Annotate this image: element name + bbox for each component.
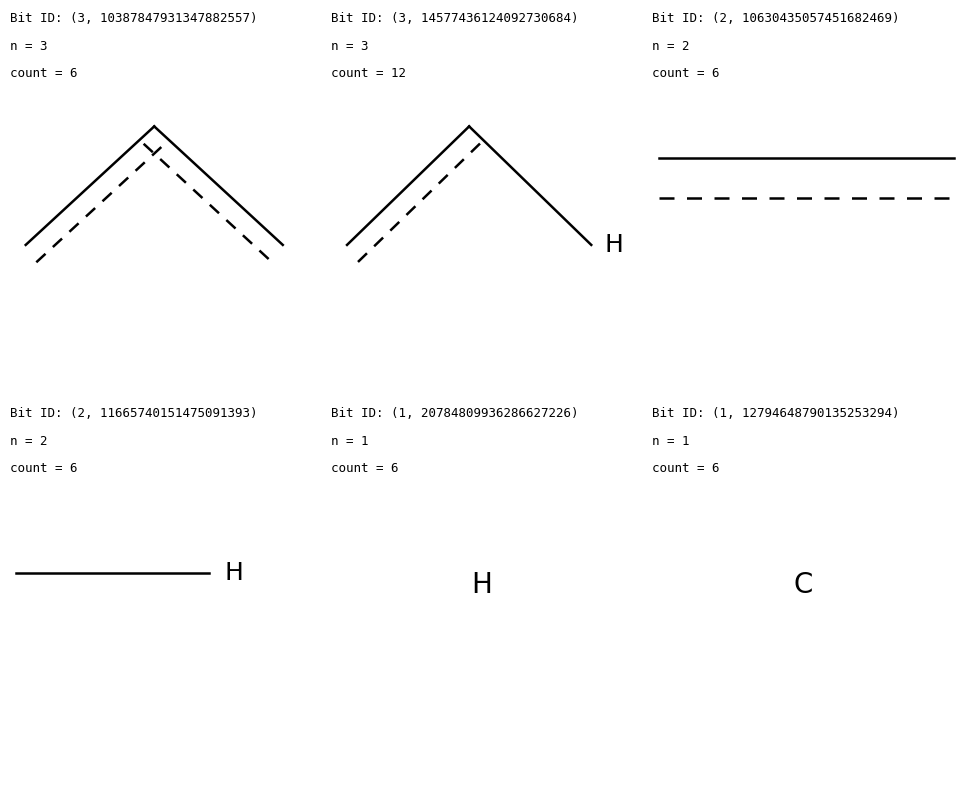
- Text: Bit ID: (3, 10387847931347882557): Bit ID: (3, 10387847931347882557): [10, 12, 257, 24]
- Text: n = 3: n = 3: [331, 40, 368, 52]
- Text: count = 6: count = 6: [331, 462, 398, 475]
- Text: H: H: [471, 570, 493, 599]
- Text: count = 12: count = 12: [331, 67, 406, 80]
- Text: n = 1: n = 1: [331, 435, 368, 447]
- Text: count = 6: count = 6: [10, 67, 77, 80]
- Text: C: C: [793, 570, 813, 599]
- Text: Bit ID: (1, 20784809936286627226): Bit ID: (1, 20784809936286627226): [331, 407, 578, 419]
- Text: H: H: [225, 561, 244, 585]
- Text: H: H: [604, 233, 623, 257]
- Text: count = 6: count = 6: [10, 462, 77, 475]
- Text: n = 2: n = 2: [653, 40, 690, 52]
- Text: Bit ID: (1, 12794648790135253294): Bit ID: (1, 12794648790135253294): [653, 407, 899, 419]
- Text: count = 6: count = 6: [653, 462, 720, 475]
- Text: count = 6: count = 6: [653, 67, 720, 80]
- Text: Bit ID: (2, 10630435057451682469): Bit ID: (2, 10630435057451682469): [653, 12, 899, 24]
- Text: Bit ID: (2, 11665740151475091393): Bit ID: (2, 11665740151475091393): [10, 407, 257, 419]
- Text: n = 2: n = 2: [10, 435, 47, 447]
- Text: n = 3: n = 3: [10, 40, 47, 52]
- Text: n = 1: n = 1: [653, 435, 690, 447]
- Text: Bit ID: (3, 14577436124092730684): Bit ID: (3, 14577436124092730684): [331, 12, 578, 24]
